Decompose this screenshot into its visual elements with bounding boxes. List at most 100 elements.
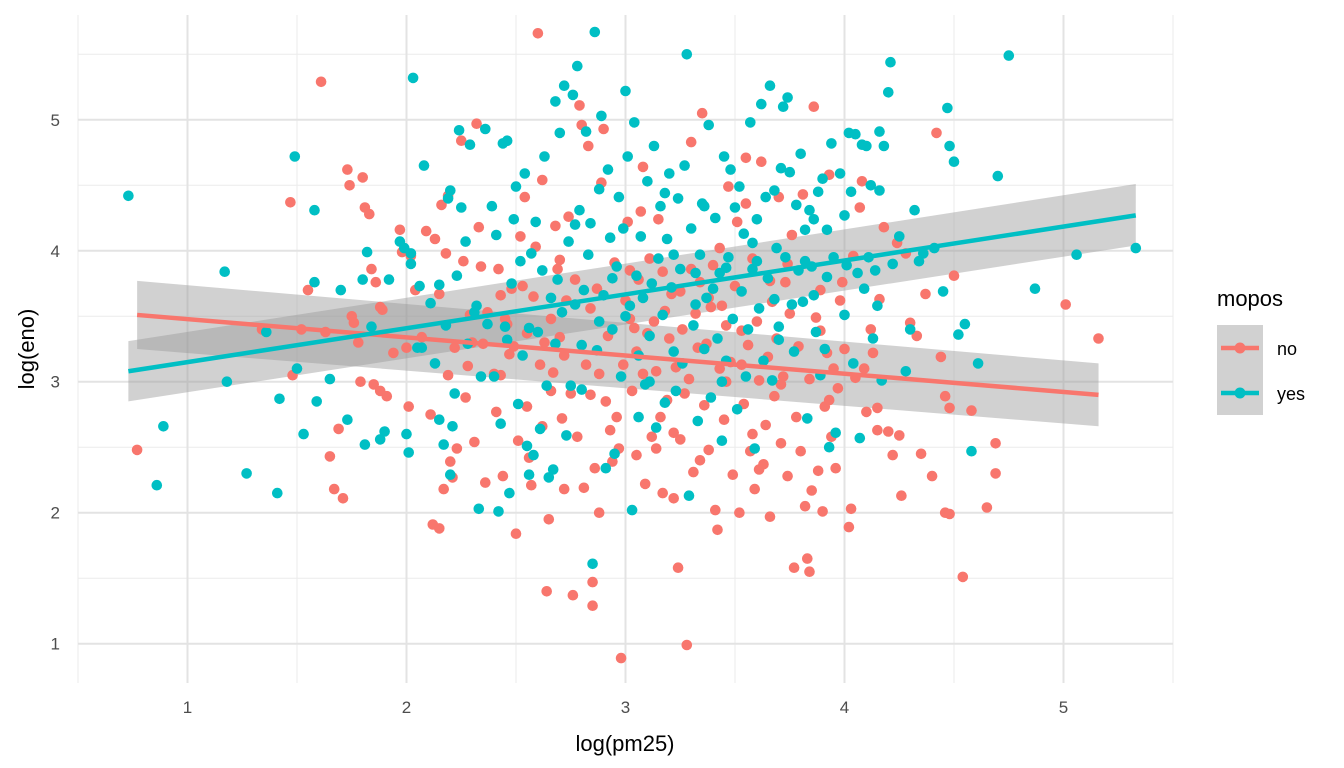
data-point-no	[896, 490, 907, 502]
data-point-yes	[491, 229, 502, 241]
data-point-yes	[335, 284, 347, 296]
data-point-yes	[488, 371, 500, 382]
data-point-yes	[720, 262, 732, 274]
data-point-yes	[447, 421, 458, 432]
data-point-no	[374, 301, 386, 313]
data-point-yes	[622, 151, 633, 162]
data-point-no	[644, 253, 655, 264]
data-point-yes	[556, 307, 568, 318]
data-point-no	[504, 348, 515, 360]
data-point-no	[333, 423, 344, 435]
data-point-yes	[506, 278, 517, 289]
data-point-no	[731, 216, 743, 228]
data-point-yes	[749, 443, 760, 454]
data-point-yes	[972, 358, 984, 369]
legend-key-yes	[1217, 370, 1263, 415]
data-point-no	[657, 266, 668, 278]
data-point-yes	[653, 253, 664, 264]
data-point-yes	[609, 448, 620, 460]
data-point-no	[547, 367, 559, 378]
data-point-no	[944, 402, 955, 414]
data-point-yes	[992, 170, 1004, 182]
data-point-yes	[460, 236, 471, 247]
data-point-no	[832, 383, 844, 394]
data-point-yes	[585, 218, 596, 229]
data-point-no	[690, 308, 701, 319]
data-point-yes	[613, 191, 625, 203]
data-point-yes	[359, 439, 371, 450]
data-point-yes	[804, 204, 815, 216]
data-point-no	[714, 363, 725, 374]
data-point-no	[712, 524, 723, 536]
data-point-yes	[221, 376, 233, 388]
data-point-yes	[534, 423, 546, 435]
data-point-yes	[1029, 283, 1041, 295]
data-point-no	[782, 470, 793, 482]
data-point-no	[578, 482, 590, 494]
data-point-no	[569, 274, 581, 285]
data-point-no	[425, 409, 436, 420]
data-point-no	[491, 406, 502, 418]
data-point-no	[714, 242, 725, 254]
data-point-yes	[716, 435, 728, 447]
data-point-yes	[826, 138, 837, 149]
data-point-yes	[874, 185, 885, 196]
data-point-yes	[604, 232, 616, 243]
data-point-yes	[611, 261, 622, 272]
data-point-no	[541, 586, 552, 597]
data-point-no	[804, 373, 815, 385]
data-point-yes	[374, 434, 386, 445]
data-point-yes	[289, 151, 301, 162]
data-point-yes	[596, 110, 607, 122]
data-point-no	[679, 388, 690, 399]
data-point-no	[887, 449, 898, 461]
data-point-yes	[839, 309, 850, 321]
data-point-no	[403, 401, 415, 412]
data-point-no	[784, 308, 796, 319]
data-point-yes	[379, 426, 390, 437]
data-point-yes	[753, 303, 765, 314]
data-point-no	[872, 424, 883, 436]
data-point-yes	[848, 358, 859, 369]
data-point-no	[696, 107, 708, 119]
data-point-no	[328, 483, 340, 495]
data-point-no	[872, 402, 883, 414]
data-point-yes	[747, 237, 758, 249]
x-tick-label: 5	[1059, 698, 1068, 717]
x-tick-label: 4	[840, 698, 849, 717]
data-point-no	[740, 152, 752, 164]
data-point-yes	[784, 166, 796, 178]
data-point-yes	[569, 219, 581, 230]
data-point-yes	[659, 397, 671, 409]
data-point-yes	[499, 321, 511, 333]
data-point-yes	[291, 363, 303, 374]
data-point-yes	[311, 396, 323, 407]
data-point-yes	[802, 413, 813, 424]
data-point-no	[585, 303, 596, 314]
data-point-yes	[670, 385, 682, 397]
data-point-no	[563, 211, 574, 222]
data-point-yes	[944, 140, 955, 152]
data-point-no	[655, 411, 666, 423]
data-point-yes	[495, 418, 507, 430]
data-point-no	[1060, 299, 1071, 310]
legend-title: mopos	[1217, 286, 1283, 311]
data-point-no	[315, 76, 327, 88]
data-point-no	[567, 589, 579, 601]
data-point-no	[534, 359, 546, 371]
data-point-yes	[758, 355, 769, 367]
data-point-yes	[501, 334, 513, 346]
y-tick-label: 2	[51, 504, 60, 523]
data-point-yes	[664, 168, 675, 179]
data-point-yes	[874, 126, 885, 137]
data-point-yes	[407, 72, 419, 84]
data-point-yes	[583, 249, 594, 260]
data-point-yes	[904, 324, 916, 335]
data-point-yes	[537, 265, 548, 276]
data-point-no	[716, 300, 728, 312]
data-point-no	[683, 373, 695, 385]
data-point-yes	[416, 342, 428, 354]
data-point-yes	[482, 318, 493, 330]
data-points	[123, 26, 1142, 664]
data-point-yes	[493, 506, 504, 517]
